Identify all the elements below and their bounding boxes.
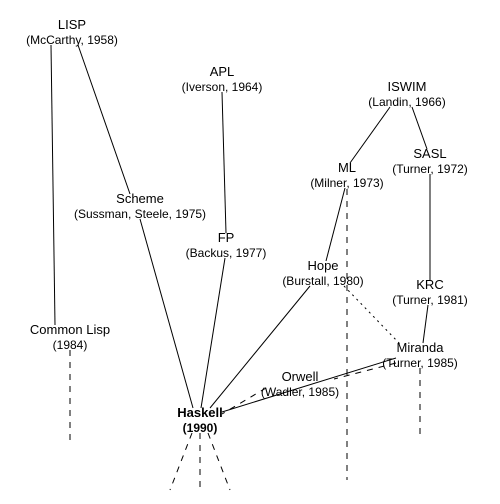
node-commonlisp: Common Lisp(1984) bbox=[30, 322, 110, 352]
node-haskell: Haskell(1990) bbox=[177, 405, 223, 435]
node-meta-krc: (Turner, 1981) bbox=[392, 293, 468, 307]
node-apl: APL(Iverson, 1964) bbox=[182, 64, 263, 94]
node-name-ml: ML bbox=[310, 160, 383, 176]
node-meta-hope: (Burstall, 1980) bbox=[282, 274, 363, 288]
node-name-sasl: SASL bbox=[392, 146, 468, 162]
label-layer: LISP(McCarthy, 1958) APL(Iverson, 1964) IS… bbox=[0, 0, 500, 504]
node-fp: FP(Backus, 1977) bbox=[186, 230, 267, 260]
node-meta-fp: (Backus, 1977) bbox=[186, 246, 267, 260]
node-miranda: Miranda(Turner, 1985) bbox=[382, 340, 458, 370]
node-name-lisp: LISP bbox=[26, 17, 118, 33]
node-lisp: LISP(McCarthy, 1958) bbox=[26, 17, 118, 47]
node-name-haskell: Haskell bbox=[177, 405, 223, 421]
node-name-fp: FP bbox=[186, 230, 267, 246]
node-meta-lisp: (McCarthy, 1958) bbox=[26, 33, 118, 47]
node-meta-iswim: (Landin, 1966) bbox=[368, 95, 445, 109]
node-name-orwell: Orwell bbox=[261, 369, 339, 385]
node-ml: ML(Milner, 1973) bbox=[310, 160, 383, 190]
node-meta-scheme: (Sussman, Steele, 1975) bbox=[74, 207, 206, 221]
node-name-iswim: ISWIM bbox=[368, 79, 445, 95]
node-iswim: ISWIM(Landin, 1966) bbox=[368, 79, 445, 109]
language-lineage-diagram: LISP(McCarthy, 1958) APL(Iverson, 1964) IS… bbox=[0, 0, 500, 504]
node-name-krc: KRC bbox=[392, 277, 468, 293]
node-meta-miranda: (Turner, 1985) bbox=[382, 356, 458, 370]
node-meta-apl: (Iverson, 1964) bbox=[182, 80, 263, 94]
node-sasl: SASL(Turner, 1972) bbox=[392, 146, 468, 176]
node-meta-haskell: (1990) bbox=[177, 421, 223, 435]
node-name-apl: APL bbox=[182, 64, 263, 80]
node-name-scheme: Scheme bbox=[74, 191, 206, 207]
node-name-miranda: Miranda bbox=[382, 340, 458, 356]
node-hope: Hope(Burstall, 1980) bbox=[282, 258, 363, 288]
node-meta-ml: (Milner, 1973) bbox=[310, 176, 383, 190]
node-name-commonlisp: Common Lisp bbox=[30, 322, 110, 338]
node-scheme: Scheme(Sussman, Steele, 1975) bbox=[74, 191, 206, 221]
node-orwell: Orwell(Wadler, 1985) bbox=[261, 369, 339, 399]
node-krc: KRC(Turner, 1981) bbox=[392, 277, 468, 307]
node-meta-orwell: (Wadler, 1985) bbox=[261, 385, 339, 399]
node-meta-sasl: (Turner, 1972) bbox=[392, 162, 468, 176]
node-meta-commonlisp: (1984) bbox=[30, 338, 110, 352]
node-name-hope: Hope bbox=[282, 258, 363, 274]
